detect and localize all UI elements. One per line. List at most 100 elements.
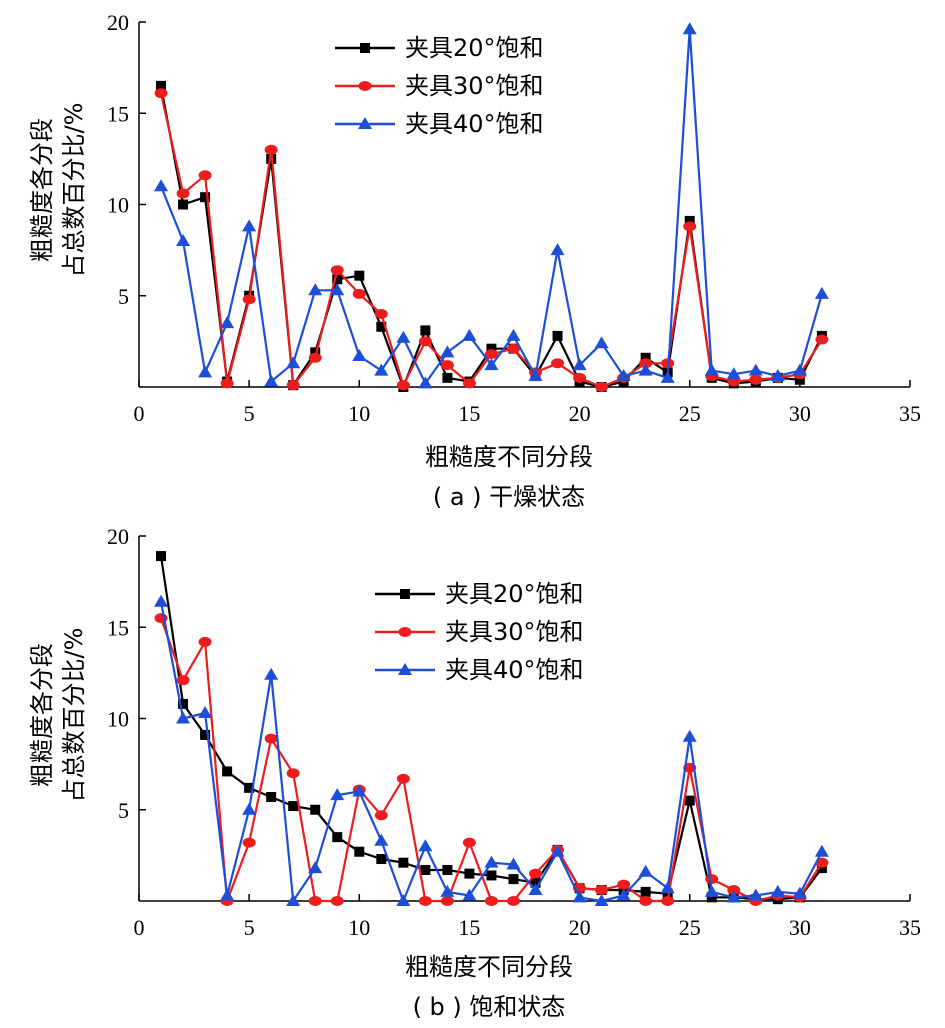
data-point — [220, 316, 235, 329]
legend-item: 夹具40°饱和 — [375, 656, 584, 684]
legend-item: 夹具30°饱和 — [335, 72, 544, 100]
data-point — [440, 345, 455, 358]
data-point — [814, 286, 829, 299]
data-point — [200, 729, 211, 740]
data-point — [530, 877, 541, 888]
data-point — [156, 551, 167, 562]
panel-caption: ( b ) 饱和状态 — [413, 993, 566, 1021]
data-point — [508, 874, 519, 885]
y-axis-title-line-1: 粗糙度各分段 — [28, 643, 56, 787]
data-point — [178, 698, 189, 709]
data-point — [814, 844, 829, 857]
data-point — [594, 336, 609, 349]
data-point — [264, 667, 279, 680]
data-point — [308, 283, 323, 296]
y-tick-label: 20 — [107, 10, 129, 35]
data-point — [506, 896, 520, 906]
data-point — [706, 892, 717, 903]
data-point — [420, 325, 431, 336]
data-point — [462, 888, 477, 901]
data-point — [573, 372, 587, 383]
panel-caption: ( a ) 干燥状态 — [433, 483, 585, 511]
data-point — [440, 360, 454, 371]
data-point — [704, 363, 719, 376]
data-point — [660, 881, 675, 894]
data-point — [418, 376, 433, 389]
x-tick-label: 20 — [569, 915, 591, 940]
x-tick-label: 35 — [899, 915, 921, 940]
data-point — [200, 192, 211, 203]
data-point — [640, 886, 651, 897]
data-point — [286, 380, 300, 391]
data-point — [683, 221, 697, 232]
data-point — [529, 868, 543, 879]
y-axis-title-line-2: 占总数百分比/% — [60, 103, 88, 278]
data-point — [682, 22, 697, 35]
data-point — [374, 363, 389, 376]
x-tick-label: 25 — [679, 401, 701, 426]
legend-marker — [358, 117, 372, 129]
data-point — [286, 894, 301, 906]
data-point — [396, 330, 411, 343]
data-point — [748, 363, 763, 376]
x-tick-label: 10 — [348, 915, 370, 940]
data-point — [506, 857, 521, 870]
data-point — [176, 711, 191, 724]
data-point — [154, 594, 169, 607]
y-tick-label: 5 — [118, 798, 129, 823]
data-point — [286, 768, 300, 779]
legend-item: 夹具20°饱和 — [375, 580, 584, 608]
data-point — [462, 328, 477, 341]
data-point — [176, 675, 190, 686]
data-point — [616, 888, 631, 901]
y-tick-label: 10 — [107, 193, 129, 218]
data-point — [396, 380, 410, 391]
x-tick-label: 5 — [244, 915, 255, 940]
data-point — [792, 363, 807, 376]
data-point — [308, 352, 322, 363]
series-layer — [154, 22, 829, 392]
data-point — [308, 896, 322, 906]
y-tick-label: 15 — [107, 101, 129, 126]
data-point — [661, 896, 675, 906]
data-point — [154, 88, 168, 99]
data-point — [442, 864, 453, 875]
data-point — [198, 636, 212, 647]
data-point — [638, 363, 653, 376]
data-point — [330, 265, 344, 276]
data-point — [442, 372, 453, 383]
data-point — [376, 854, 387, 865]
y-axis-title: 粗糙度各分段 占总数百分比/% — [28, 103, 88, 278]
legend-marker — [400, 589, 410, 599]
y-tick-label: 5 — [118, 284, 129, 309]
data-point — [352, 288, 366, 299]
data-point — [220, 378, 234, 389]
data-point — [506, 343, 520, 354]
x-tick-label: 15 — [458, 915, 480, 940]
data-point — [244, 782, 255, 793]
data-point — [486, 343, 497, 354]
legend-item: 夹具30°饱和 — [375, 618, 584, 646]
data-point — [176, 234, 191, 246]
y-tick-label: 10 — [107, 707, 129, 732]
data-point — [352, 348, 367, 361]
data-point — [266, 791, 277, 802]
data-point — [440, 896, 454, 906]
data-point — [198, 365, 213, 378]
data-point — [464, 868, 475, 879]
data-point — [550, 844, 565, 857]
data-point — [308, 861, 323, 874]
legend-label: 夹具30°饱和 — [405, 72, 544, 100]
legend-item: 夹具40°饱和 — [335, 110, 544, 138]
data-point — [552, 330, 563, 341]
data-point — [332, 832, 343, 843]
data-point — [662, 888, 673, 899]
x-tick-label: 5 — [244, 401, 255, 426]
data-point — [484, 855, 499, 868]
x-tick-label: 25 — [679, 915, 701, 940]
data-point — [705, 874, 719, 885]
data-point — [550, 243, 565, 256]
data-point — [330, 788, 345, 801]
data-point — [486, 870, 497, 881]
